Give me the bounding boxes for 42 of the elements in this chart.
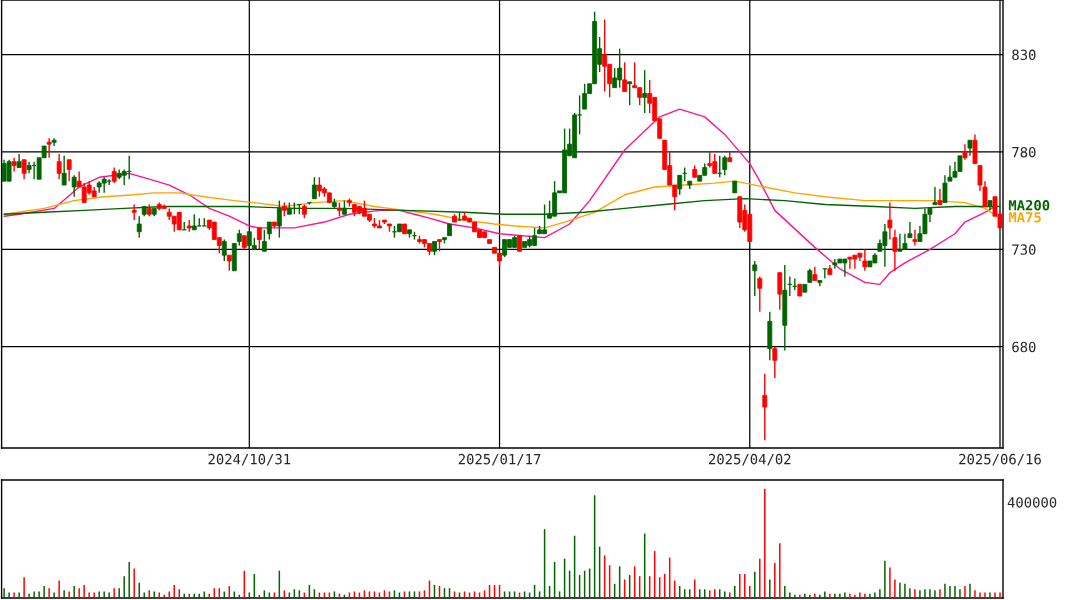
candlestick bbox=[912, 229, 918, 247]
candlestick bbox=[21, 159, 27, 180]
candlestick bbox=[937, 188, 943, 206]
candlestick bbox=[221, 238, 227, 262]
y-tick-label: 780 bbox=[1012, 146, 1036, 158]
candlestick bbox=[101, 176, 107, 194]
candlestick bbox=[582, 83, 588, 110]
series-label: MA200 bbox=[1008, 199, 1050, 211]
candlestick bbox=[261, 229, 267, 252]
candlestick bbox=[622, 61, 628, 93]
candlestick bbox=[932, 186, 938, 206]
candlestick bbox=[752, 260, 758, 297]
y-tick-label: 830 bbox=[1012, 49, 1036, 61]
candlestick bbox=[6, 159, 12, 182]
x-tick-label: 2025/06/16 bbox=[959, 453, 1041, 466]
candlestick bbox=[612, 67, 618, 89]
y-tick-label: 680 bbox=[1012, 341, 1036, 353]
candlestick bbox=[907, 221, 913, 239]
candlestick bbox=[677, 174, 683, 196]
text: 400000 bbox=[1007, 497, 1057, 508]
series-label: MA75 bbox=[1008, 212, 1041, 223]
candlestick bbox=[777, 272, 783, 311]
y-tick-label: 730 bbox=[1012, 244, 1036, 255]
x-tick-label: 2025/04/02 bbox=[708, 453, 791, 466]
x-tick-label: 2025/01/17 bbox=[458, 453, 541, 466]
candlestick bbox=[311, 176, 317, 200]
candlestick bbox=[46, 137, 52, 159]
candlestick bbox=[642, 69, 648, 114]
candlestick bbox=[762, 373, 768, 441]
candlestick bbox=[51, 137, 57, 147]
candlestick bbox=[627, 81, 633, 106]
candlestick bbox=[56, 153, 62, 180]
candlestick bbox=[136, 215, 142, 239]
candlestick bbox=[71, 174, 77, 198]
candlestick bbox=[757, 275, 763, 313]
x-tick-label: 2024/10/31 bbox=[208, 453, 291, 466]
candlestick bbox=[722, 155, 728, 176]
candlestick bbox=[602, 18, 608, 93]
candlestick bbox=[772, 346, 778, 379]
candlestick bbox=[66, 159, 72, 182]
candlestick bbox=[61, 155, 67, 186]
candlestick bbox=[256, 227, 262, 251]
